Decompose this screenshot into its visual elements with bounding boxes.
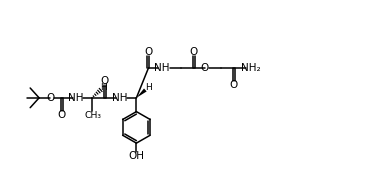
Text: O: O bbox=[101, 76, 109, 86]
Polygon shape bbox=[136, 89, 147, 98]
Text: H: H bbox=[100, 83, 107, 92]
Text: H: H bbox=[145, 83, 152, 92]
Text: NH: NH bbox=[112, 93, 127, 103]
Text: O: O bbox=[230, 80, 238, 90]
Text: NH: NH bbox=[68, 93, 83, 103]
Text: O: O bbox=[58, 110, 66, 120]
Text: O: O bbox=[46, 93, 54, 103]
Text: CH₃: CH₃ bbox=[84, 111, 101, 120]
Text: O: O bbox=[190, 47, 198, 56]
Text: NH: NH bbox=[154, 63, 170, 73]
Text: NH₂: NH₂ bbox=[241, 63, 260, 73]
Text: O: O bbox=[144, 47, 152, 56]
Text: O: O bbox=[201, 63, 209, 73]
Text: OH: OH bbox=[128, 151, 144, 161]
